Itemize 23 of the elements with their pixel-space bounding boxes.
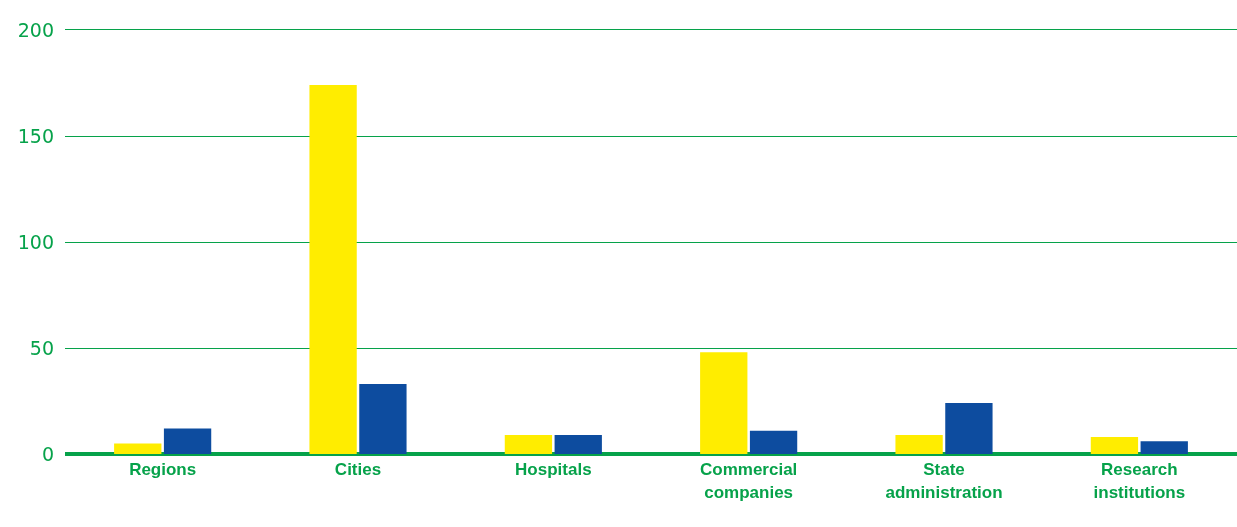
- y-tick-label: 0: [41, 442, 54, 465]
- bar: [749, 430, 798, 454]
- x-tick-label: Cities: [334, 460, 382, 480]
- x-tick-label: State administration: [885, 460, 1003, 502]
- x-tick-label: Commercial companies: [700, 460, 798, 502]
- bar: [554, 434, 602, 454]
- bar: [163, 428, 212, 454]
- bar: [1090, 437, 1139, 454]
- x-tick-label: Regions: [129, 460, 197, 480]
- y-tick-label: 100: [17, 230, 54, 253]
- bar: [114, 443, 162, 454]
- bar: [945, 403, 993, 454]
- bar: [895, 434, 943, 454]
- bar: [309, 85, 357, 454]
- bar: [700, 352, 748, 454]
- x-tick-label: Hospitals: [515, 460, 592, 480]
- x-tick-label: Research institutions: [1093, 460, 1186, 502]
- bar: [504, 434, 553, 454]
- bar: [359, 384, 407, 454]
- y-tick-label: 50: [29, 336, 54, 359]
- y-tick-label: 200: [17, 18, 54, 41]
- y-tick-label: 150: [17, 124, 54, 147]
- bar: [1140, 441, 1188, 454]
